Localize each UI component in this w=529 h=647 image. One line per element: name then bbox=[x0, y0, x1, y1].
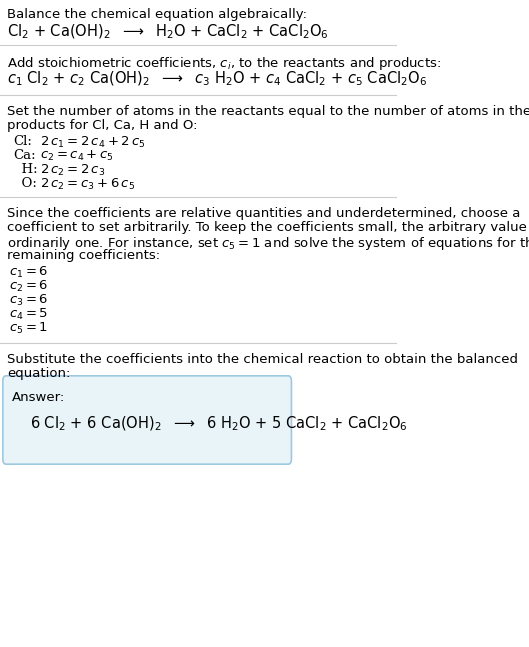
Text: Add stoichiometric coefficients, $c_i$, to the reactants and products:: Add stoichiometric coefficients, $c_i$, … bbox=[7, 55, 442, 72]
Text: Set the number of atoms in the reactants equal to the number of atoms in the: Set the number of atoms in the reactants… bbox=[7, 105, 529, 118]
Text: O:: O: bbox=[13, 177, 38, 190]
FancyBboxPatch shape bbox=[3, 376, 291, 464]
Text: $c_2 = c_4 + c_5$: $c_2 = c_4 + c_5$ bbox=[40, 149, 114, 163]
Text: Cl:: Cl: bbox=[13, 135, 32, 148]
Text: $c_4 = 5$: $c_4 = 5$ bbox=[9, 307, 48, 322]
Text: coefficient to set arbitrarily. To keep the coefficients small, the arbitrary va: coefficient to set arbitrarily. To keep … bbox=[7, 221, 529, 234]
Text: $2\,c_2 = 2\,c_3$: $2\,c_2 = 2\,c_3$ bbox=[40, 163, 106, 178]
Text: Answer:: Answer: bbox=[12, 391, 65, 404]
Text: $c_5 = 1$: $c_5 = 1$ bbox=[9, 321, 48, 336]
Text: Since the coefficients are relative quantities and underdetermined, choose a: Since the coefficients are relative quan… bbox=[7, 207, 521, 220]
Text: ordinarily one. For instance, set $c_5 = 1$ and solve the system of equations fo: ordinarily one. For instance, set $c_5 =… bbox=[7, 235, 529, 252]
Text: $c_3 = 6$: $c_3 = 6$ bbox=[9, 293, 48, 308]
Text: $2\,c_2 = c_3 + 6\,c_5$: $2\,c_2 = c_3 + 6\,c_5$ bbox=[40, 177, 135, 192]
Text: equation:: equation: bbox=[7, 367, 71, 380]
Text: Cl$_2$ + Ca(OH)$_2$  $\longrightarrow$  H$_2$O + CaCl$_2$ + CaCl$_2$O$_6$: Cl$_2$ + Ca(OH)$_2$ $\longrightarrow$ H$… bbox=[7, 23, 330, 41]
Text: Substitute the coefficients into the chemical reaction to obtain the balanced: Substitute the coefficients into the che… bbox=[7, 353, 518, 366]
Text: Balance the chemical equation algebraically:: Balance the chemical equation algebraica… bbox=[7, 8, 307, 21]
Text: $2\,c_1 = 2\,c_4 + 2\,c_5$: $2\,c_1 = 2\,c_4 + 2\,c_5$ bbox=[40, 135, 146, 150]
Text: Ca:: Ca: bbox=[13, 149, 36, 162]
Text: remaining coefficients:: remaining coefficients: bbox=[7, 249, 161, 262]
Text: $c_1 = 6$: $c_1 = 6$ bbox=[9, 265, 48, 280]
Text: H:: H: bbox=[13, 163, 38, 176]
Text: products for Cl, Ca, H and O:: products for Cl, Ca, H and O: bbox=[7, 119, 198, 132]
Text: 6 Cl$_2$ + 6 Ca(OH)$_2$  $\longrightarrow$  6 H$_2$O + 5 CaCl$_2$ + CaCl$_2$O$_6: 6 Cl$_2$ + 6 Ca(OH)$_2$ $\longrightarrow… bbox=[30, 415, 408, 433]
Text: $c_1$ Cl$_2$ + $c_2$ Ca(OH)$_2$  $\longrightarrow$  $c_3$ H$_2$O + $c_4$ CaCl$_2: $c_1$ Cl$_2$ + $c_2$ Ca(OH)$_2$ $\longri… bbox=[7, 70, 427, 89]
Text: $c_2 = 6$: $c_2 = 6$ bbox=[9, 279, 48, 294]
